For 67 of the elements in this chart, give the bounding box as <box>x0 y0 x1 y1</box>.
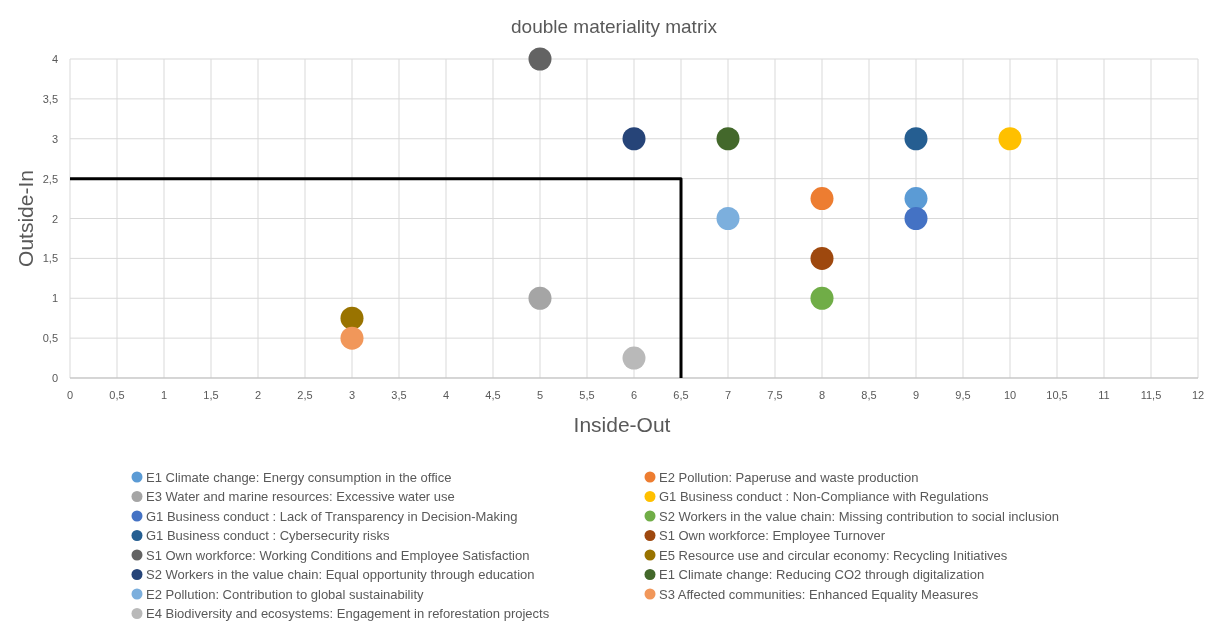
x-tick-label: 4,5 <box>485 389 501 401</box>
legend-label: G1 Business conduct : Non-Compliance with Regulations <box>659 489 989 504</box>
x-axis-title: Inside-Out <box>573 413 671 436</box>
legend-label: S3 Affected communities: Enhanced Equality Measures <box>659 586 979 602</box>
x-tick-label: 9 <box>912 389 920 401</box>
point <box>904 127 928 151</box>
point <box>340 326 364 350</box>
point <box>340 306 364 330</box>
x-tick-label: 3,5 <box>391 389 407 401</box>
point <box>998 127 1022 151</box>
point <box>810 286 834 310</box>
point <box>810 246 834 270</box>
point <box>904 207 928 230</box>
x-tick-label: 5,5 <box>579 389 595 401</box>
y-tick-label: 1 <box>51 292 58 305</box>
x-tick-label: 0 <box>66 389 74 401</box>
y-tick-label: 0,5 <box>42 332 58 345</box>
point <box>528 47 552 71</box>
legend-label: E1 Climate change: Reducing CO2 through digitalization <box>659 567 985 582</box>
y-tick-label: 1,5 <box>42 252 58 265</box>
point <box>622 346 646 370</box>
legend-label: E3 Water and marine resources: Excessive water use <box>146 489 455 504</box>
x-tick-label: 7 <box>724 389 732 401</box>
legend-label: E4 Biodiversity and ecosystems: Engagement in reforestation projects <box>146 606 550 621</box>
y-tick-label: 3,5 <box>42 92 58 105</box>
x-tick-label: 6 <box>630 389 638 401</box>
x-tick-label: 11 <box>1098 389 1110 401</box>
x-tick-label: 2 <box>254 389 262 401</box>
x-tick-label: 2,5 <box>297 389 313 401</box>
y-tick-label: 2 <box>51 212 58 225</box>
legend-label: G1 Business conduct : Lack of Transparency in Decision-Making <box>146 508 518 524</box>
y-tick-label: 4 <box>51 53 58 65</box>
x-tick-label: 1,5 <box>203 389 219 401</box>
legend-label: S2 Workers in the value chain: Missing contribution to social inclusion <box>659 508 1060 524</box>
legend-label: S1 Own workforce: Employee Turnover <box>659 528 886 543</box>
x-tick-label: 4 <box>442 389 450 401</box>
point <box>904 187 928 211</box>
point <box>622 127 646 151</box>
x-tick-label: 0,5 <box>109 389 125 401</box>
legend-label: E5 Resource use and circular economy: Recycling Initiatives <box>659 547 1008 563</box>
x-tick-label: 1 <box>160 389 168 401</box>
x-tick-label: 10,5 <box>1046 389 1068 401</box>
x-tick-label: 5 <box>536 389 544 401</box>
y-axis-title: Outside-In <box>14 170 37 267</box>
point <box>528 286 552 310</box>
x-tick-label: 7,5 <box>767 389 783 401</box>
x-tick-label: 8 <box>818 389 826 401</box>
y-tick-label: 2,5 <box>42 172 58 185</box>
x-tick-label: 11,5 <box>1140 389 1162 401</box>
x-tick-label: 12 <box>1191 389 1205 401</box>
y-tick-label: 0 <box>51 372 58 384</box>
x-tick-label: 3 <box>348 389 356 401</box>
legend-label: E1 Climate change: Energy consumption in the office <box>146 469 452 485</box>
legend-label: S1 Own workforce: Working Conditions and Employee Satisfaction <box>146 547 530 563</box>
y-tick-label: 3 <box>51 132 58 145</box>
x-tick-label: 6,5 <box>673 389 689 401</box>
legend-label: G1 Business conduct : Cybersecurity risks <box>146 528 390 543</box>
x-tick-label: 10 <box>1003 389 1017 401</box>
point <box>716 207 740 230</box>
legend-label: E2 Pollution: Contribution to global sustainability <box>146 586 424 602</box>
chart-title: double materiality matrix <box>511 16 718 37</box>
legend-label: E2 Pollution: Paperuse and waste production <box>659 469 919 485</box>
legend-label: S2 Workers in the value chain: Equal opportunity through education <box>146 567 535 582</box>
point <box>810 187 834 211</box>
x-tick-label: 8,5 <box>861 389 877 401</box>
x-tick-label: 9,5 <box>955 389 971 401</box>
point <box>716 127 740 151</box>
